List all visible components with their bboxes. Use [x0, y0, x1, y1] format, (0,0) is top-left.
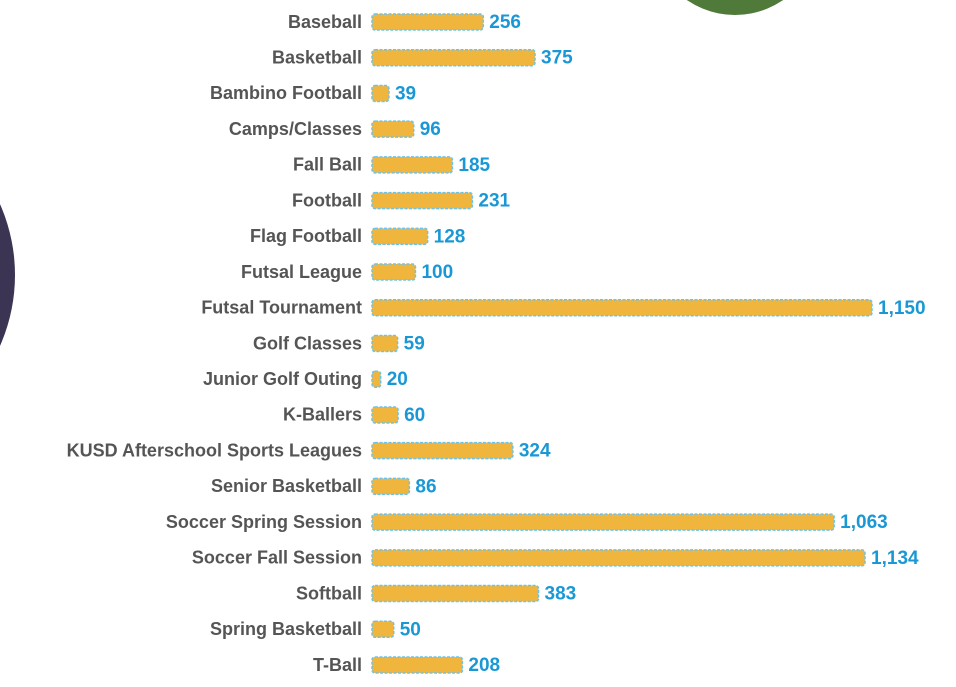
value-label: 39 — [395, 83, 416, 104]
category-label: Spring Basketball — [210, 619, 362, 639]
category-label: Basketball — [272, 47, 362, 67]
bar — [371, 513, 835, 531]
value-label: 208 — [468, 655, 500, 676]
category-label: T-Ball — [313, 655, 362, 675]
value-label: 383 — [545, 584, 577, 605]
category-label: Futsal League — [241, 262, 362, 282]
category-label: KUSD Afterschool Sports Leagues — [67, 440, 362, 460]
value-label: 256 — [489, 12, 521, 33]
value-label: 185 — [458, 155, 490, 176]
bar — [371, 227, 429, 246]
value-label: 231 — [478, 191, 510, 212]
category-label: Bambino Football — [210, 83, 362, 103]
bar — [371, 370, 382, 388]
category-label: Softball — [296, 583, 362, 603]
bar — [371, 299, 873, 317]
value-label: 375 — [541, 48, 573, 69]
bar — [371, 584, 540, 603]
decor-photo — [686, 0, 784, 15]
value-label: 128 — [434, 226, 466, 247]
bar — [371, 120, 415, 138]
category-label: Football — [292, 190, 362, 210]
bar — [371, 156, 454, 174]
category-label: Baseball — [288, 12, 362, 32]
value-label: 50 — [400, 619, 421, 640]
category-label: Camps/Classes — [229, 119, 362, 139]
bar — [371, 263, 417, 281]
value-label: 86 — [415, 476, 436, 497]
category-label: Soccer Fall Session — [192, 548, 362, 568]
category-label: Golf Classes — [253, 333, 362, 353]
value-label: 1,134 — [871, 548, 919, 569]
category-label: Junior Golf Outing — [203, 369, 362, 389]
bar — [371, 334, 399, 353]
value-label: 1,063 — [840, 512, 888, 533]
value-label: 100 — [421, 262, 453, 283]
bar — [371, 477, 411, 496]
bar — [371, 13, 485, 31]
bar — [371, 84, 390, 103]
value-label: 324 — [519, 441, 551, 462]
bar — [371, 441, 514, 460]
category-label: Fall Ball — [293, 155, 362, 175]
value-label: 20 — [387, 369, 408, 390]
bar — [371, 656, 464, 674]
category-label: Soccer Spring Session — [166, 512, 362, 532]
value-label: 60 — [404, 405, 425, 426]
bar — [371, 549, 866, 567]
category-label: Flag Football — [250, 226, 362, 246]
category-label: Futsal Tournament — [201, 298, 362, 318]
value-label: 96 — [420, 119, 441, 140]
value-label: 59 — [404, 334, 425, 355]
category-label: K-Ballers — [283, 405, 362, 425]
bar — [371, 406, 399, 424]
value-label: 1,150 — [878, 298, 926, 319]
bar — [371, 620, 395, 639]
bar — [371, 48, 536, 67]
bar — [371, 191, 474, 210]
decor-photo — [0, 204, 15, 346]
category-label: Senior Basketball — [211, 476, 362, 496]
